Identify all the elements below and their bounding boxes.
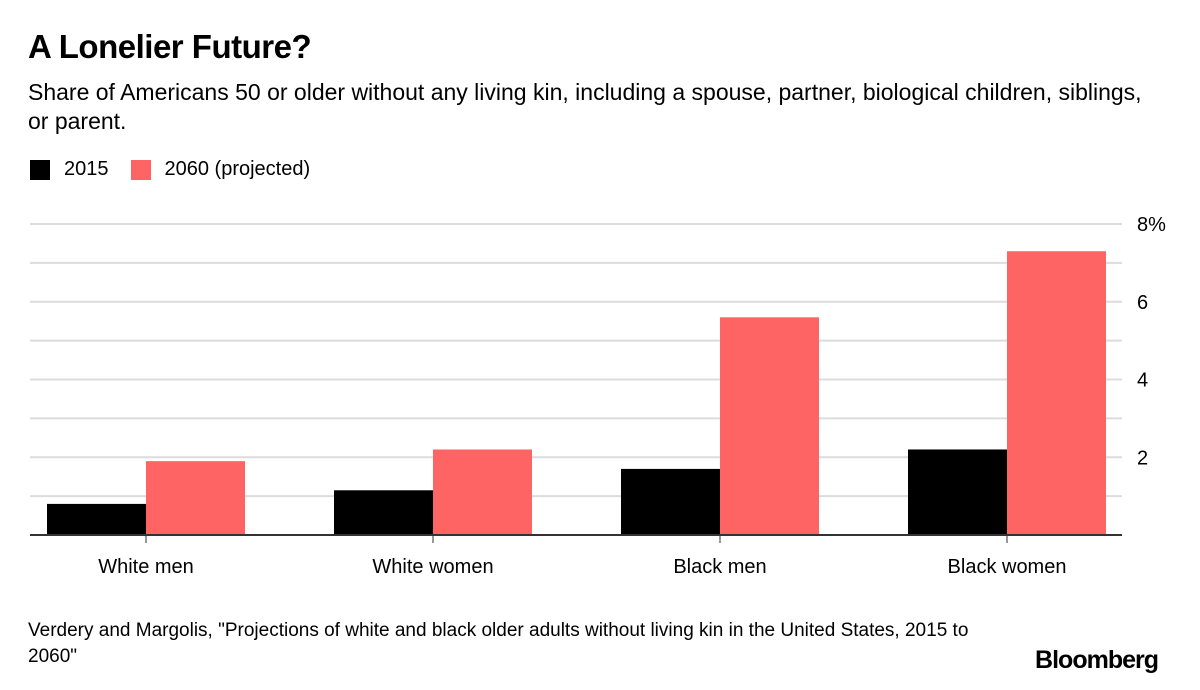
bloomberg-logo: Bloomberg (1035, 646, 1159, 674)
legend-item-2015: 2015 (30, 158, 109, 181)
legend-swatch-2060 (130, 159, 151, 180)
legend: 2015 2060 (projected) (30, 158, 332, 181)
y-tick-label: 2 (1137, 447, 1148, 469)
bar-2060 (146, 461, 245, 535)
legend-label-2060: 2060 (projected) (164, 158, 311, 180)
legend-swatch-2015 (30, 159, 50, 180)
bar-2060 (433, 449, 532, 535)
source-note: Verdery and Margolis, "Projections of wh… (28, 620, 969, 667)
bar-2015 (908, 449, 1007, 535)
x-tick-label: White men (98, 556, 194, 578)
bar-2060 (1007, 251, 1106, 535)
chart-title: A Lonelier Future? (28, 28, 312, 65)
bar-2015 (334, 490, 433, 535)
legend-item-2060: 2060 (projected) (130, 158, 311, 181)
y-tick-label: 6 (1137, 292, 1148, 314)
bar-2060 (720, 317, 819, 535)
bar-2015 (621, 468, 720, 535)
x-tick-label: Black men (673, 556, 766, 578)
x-tick-label: Black women (948, 556, 1067, 578)
y-tick-label: 4 (1137, 370, 1148, 392)
legend-label-2015: 2015 (64, 158, 109, 180)
y-tick-label: 8% (1137, 214, 1166, 236)
bar-2015 (47, 503, 146, 535)
x-tick-label: White women (372, 556, 493, 578)
chart-subtitle: Share of Americans 50 or older without a… (28, 79, 1142, 134)
